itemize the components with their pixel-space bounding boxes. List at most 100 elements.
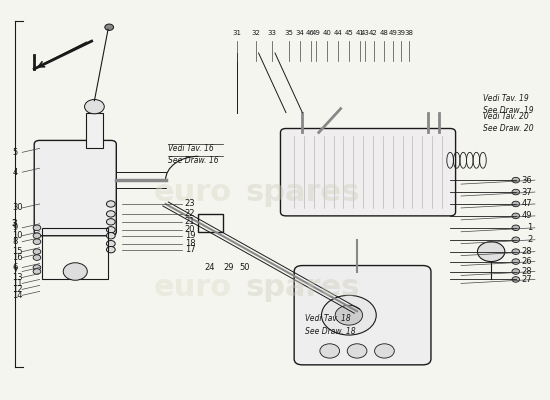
Text: Vedi Tav. 19
See Draw. 19: Vedi Tav. 19 See Draw. 19 <box>483 94 534 116</box>
Text: 24: 24 <box>204 263 215 272</box>
Text: 1: 1 <box>527 223 532 232</box>
Text: 46: 46 <box>306 30 315 36</box>
Text: 49: 49 <box>522 211 532 220</box>
Text: 3: 3 <box>11 219 17 228</box>
Bar <box>199 214 223 232</box>
Circle shape <box>320 344 339 358</box>
Text: 14: 14 <box>12 291 23 300</box>
Text: 41: 41 <box>355 30 364 36</box>
Circle shape <box>512 225 520 230</box>
Text: 10: 10 <box>12 231 23 240</box>
Circle shape <box>512 277 520 282</box>
Text: 26: 26 <box>521 257 532 266</box>
Text: 27: 27 <box>521 275 532 284</box>
Circle shape <box>512 189 520 195</box>
Text: 18: 18 <box>185 239 195 248</box>
Circle shape <box>347 344 367 358</box>
Circle shape <box>107 232 115 239</box>
Text: 7: 7 <box>12 267 18 276</box>
Circle shape <box>512 259 520 264</box>
Text: 15: 15 <box>12 247 23 256</box>
Text: 8: 8 <box>12 237 18 246</box>
Text: 47: 47 <box>521 200 532 208</box>
Text: 2: 2 <box>527 235 532 244</box>
Text: euro: euro <box>154 178 232 206</box>
Circle shape <box>512 201 520 207</box>
Circle shape <box>322 295 376 335</box>
Circle shape <box>105 24 113 30</box>
Text: 39: 39 <box>397 30 405 36</box>
Circle shape <box>375 344 394 358</box>
Text: 40: 40 <box>322 30 332 36</box>
Text: 49: 49 <box>312 30 321 36</box>
Bar <box>42 228 108 280</box>
Text: 29: 29 <box>223 263 234 272</box>
Text: 21: 21 <box>185 217 195 226</box>
Circle shape <box>107 211 115 217</box>
Circle shape <box>33 249 41 254</box>
Circle shape <box>512 237 520 242</box>
Circle shape <box>33 239 41 244</box>
Text: 38: 38 <box>405 30 414 36</box>
Text: 35: 35 <box>284 30 293 36</box>
Text: 4: 4 <box>12 168 18 177</box>
FancyBboxPatch shape <box>294 266 431 365</box>
Circle shape <box>107 201 115 207</box>
Text: 42: 42 <box>369 30 378 36</box>
Circle shape <box>107 227 115 233</box>
Text: Vedi Tav. 16
See Draw. 16: Vedi Tav. 16 See Draw. 16 <box>168 144 219 165</box>
Text: 44: 44 <box>333 30 342 36</box>
Circle shape <box>33 225 41 230</box>
Circle shape <box>33 255 41 260</box>
Text: 19: 19 <box>185 231 195 240</box>
Text: 5: 5 <box>12 148 18 157</box>
Circle shape <box>85 100 104 114</box>
Text: 49: 49 <box>388 30 397 36</box>
Circle shape <box>335 305 362 325</box>
Circle shape <box>107 219 115 225</box>
FancyBboxPatch shape <box>34 140 116 236</box>
Text: spares: spares <box>245 178 360 206</box>
Circle shape <box>63 263 87 280</box>
Text: Vedi Tav. 20
See Draw. 20: Vedi Tav. 20 See Draw. 20 <box>483 112 534 133</box>
Text: spares: spares <box>245 273 360 302</box>
Text: 17: 17 <box>185 245 195 254</box>
Bar <box>40 144 111 232</box>
Text: 50: 50 <box>240 263 250 272</box>
Text: 31: 31 <box>232 30 241 36</box>
Circle shape <box>33 265 41 270</box>
Text: 22: 22 <box>185 210 195 218</box>
Text: 37: 37 <box>521 188 532 196</box>
Text: 33: 33 <box>268 30 277 36</box>
Text: 45: 45 <box>344 30 353 36</box>
Text: 32: 32 <box>251 30 260 36</box>
Circle shape <box>512 213 520 219</box>
Text: 11: 11 <box>12 279 23 288</box>
Text: 12: 12 <box>12 285 23 294</box>
Text: 30: 30 <box>12 204 23 212</box>
Circle shape <box>107 240 115 247</box>
Text: 28: 28 <box>521 267 532 276</box>
Text: 43: 43 <box>361 30 370 36</box>
Text: 34: 34 <box>295 30 304 36</box>
Text: 6: 6 <box>12 263 18 272</box>
Text: euro: euro <box>154 273 232 302</box>
Circle shape <box>477 242 505 262</box>
Circle shape <box>33 233 41 238</box>
Circle shape <box>107 246 115 253</box>
Text: 48: 48 <box>380 30 389 36</box>
Circle shape <box>512 177 520 183</box>
Bar <box>86 113 103 148</box>
Text: 23: 23 <box>185 200 195 208</box>
Text: 9: 9 <box>12 223 18 232</box>
Circle shape <box>33 269 41 274</box>
FancyBboxPatch shape <box>280 128 455 216</box>
Circle shape <box>512 269 520 274</box>
Text: 13: 13 <box>12 273 23 282</box>
Text: Vedi Tav. 18
See Draw. 18: Vedi Tav. 18 See Draw. 18 <box>305 314 356 336</box>
Circle shape <box>512 249 520 254</box>
Text: 16: 16 <box>12 253 23 262</box>
Text: 36: 36 <box>521 176 532 185</box>
Text: 28: 28 <box>521 247 532 256</box>
Text: 20: 20 <box>185 225 195 234</box>
